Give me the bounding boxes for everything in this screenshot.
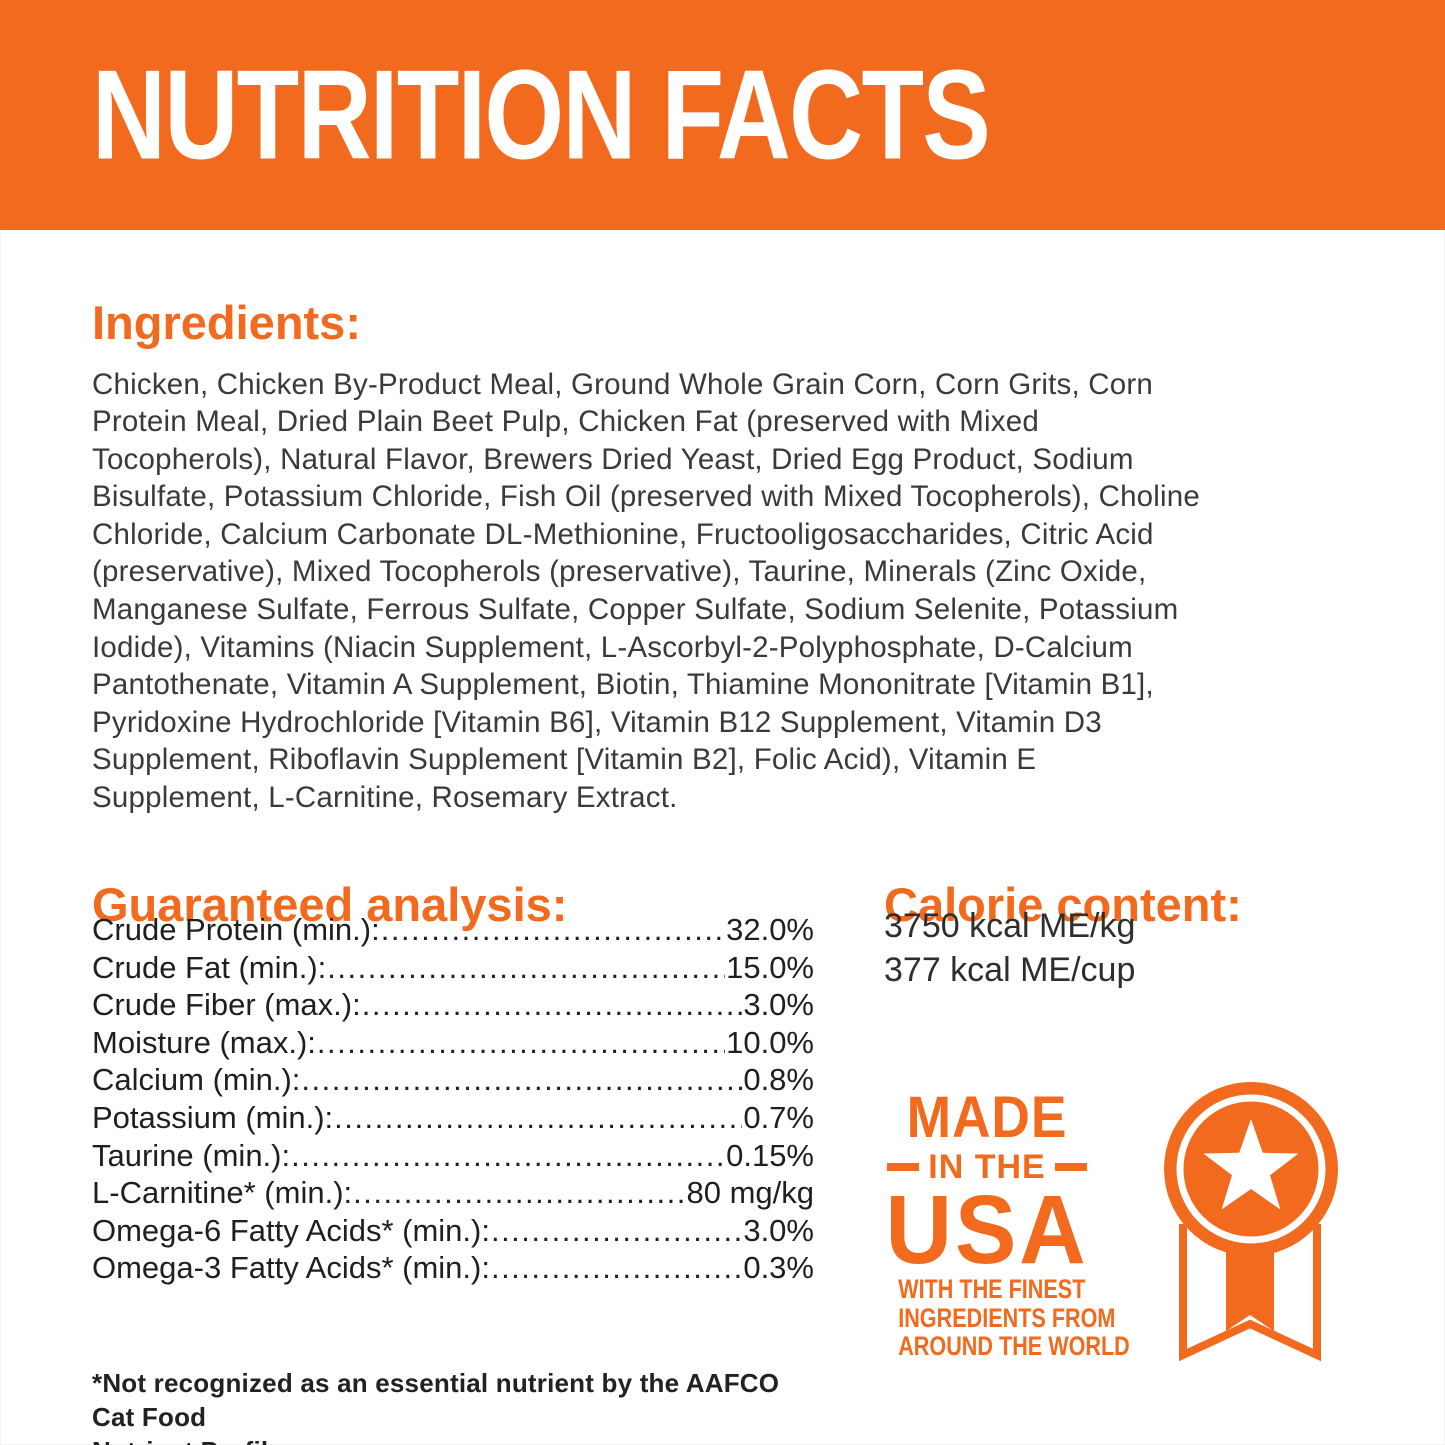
nutrient-value: 10.0% (726, 1024, 814, 1060)
badge-tagline-line3: AROUND THE WORLD (898, 1331, 1130, 1361)
dotted-leader (362, 987, 743, 1023)
table-row: Crude Fat (min.): 15.0% (92, 950, 814, 988)
table-row: L-Carnitine* (min.): 80 mg/kg (92, 1175, 814, 1213)
dotted-leader (327, 950, 725, 986)
dotted-leader (381, 912, 725, 948)
ingredients-heading: Ingredients: (92, 296, 361, 349)
table-row: Taurine (min.): 0.15% (92, 1138, 814, 1176)
page-title: NUTRITION FACTS (92, 44, 991, 186)
nutrient-label: Moisture (max.): (92, 1024, 316, 1060)
nutrient-value: 0.3% (743, 1250, 814, 1286)
badge-tagline-line1: WITH THE FINEST (898, 1274, 1086, 1304)
nutrient-value: 80 mg/kg (686, 1175, 814, 1211)
nutrient-label: Crude Fat (min.): (92, 949, 327, 985)
nutrient-label: Crude Fiber (max.): (92, 987, 361, 1023)
badge-made-text: MADE (906, 1085, 1068, 1150)
dotted-leader (317, 1025, 725, 1061)
dotted-leader (353, 1175, 685, 1211)
nutrient-label: Potassium (min.): (92, 1099, 334, 1135)
table-row: Omega-3 Fatty Acids* (min.): 0.3% (92, 1250, 814, 1288)
nutrient-label: Taurine (min.): (92, 1137, 291, 1173)
nutrient-value: 3.0% (743, 1212, 814, 1248)
badge-tagline-line2: INGREDIENTS FROM (898, 1302, 1116, 1333)
nutrient-label: L-Carnitine* (min.): (92, 1175, 353, 1211)
table-row: Crude Protein (min.): 32.0% (92, 912, 814, 950)
ingredients-text: Chicken, Chicken By-Product Meal, Ground… (92, 367, 1201, 815)
header-banner: NUTRITION FACTS (0, 0, 1445, 230)
dotted-leader (491, 1250, 742, 1286)
nutrient-value: 32.0% (726, 912, 814, 947)
nutrient-value: 0.8% (743, 1062, 814, 1098)
dotted-leader (334, 1100, 742, 1136)
made-in-usa-badge: MADE IN THE USA WITH THE FINEST INGREDIE… (876, 1085, 1130, 1361)
dash-right (1054, 1163, 1087, 1171)
table-row: Moisture (max.): 10.0% (92, 1025, 814, 1063)
nutrient-value: 0.7% (743, 1099, 814, 1135)
dotted-leader (491, 1213, 742, 1249)
award-ribbon-icon (1164, 1082, 1338, 1362)
nutrient-value: 3.0% (743, 987, 814, 1023)
calories-per-kg: 3750 kcal ME/kg (884, 907, 1136, 945)
calorie-content-values: 3750 kcal ME/kg 377 kcal ME/cup (884, 904, 1135, 992)
nutrient-label: Omega-3 Fatty Acids* (min.): (92, 1250, 490, 1286)
guaranteed-analysis-table: Crude Protein (min.): 32.0% Crude Fat (m… (92, 912, 814, 1288)
table-row: Calcium (min.): 0.8% (92, 1062, 814, 1100)
table-row: Omega-6 Fatty Acids* (min.): 3.0% (92, 1213, 814, 1251)
dash-left (887, 1163, 920, 1171)
aafco-footnote: *Not recognized as an essential nutrient… (92, 1368, 780, 1445)
table-row: Potassium (min.): 0.7% (92, 1100, 814, 1138)
nutrient-label: Omega-6 Fatty Acids* (min.): (92, 1212, 490, 1248)
nutrient-value: 0.15% (726, 1137, 814, 1173)
nutrient-label: Crude Protein (min.): (92, 912, 380, 947)
nutrient-value: 15.0% (726, 949, 814, 985)
calorie-content-heading: Calorie content: (884, 878, 1242, 931)
nutrient-label: Calcium (min.): (92, 1062, 301, 1098)
dotted-leader (301, 1062, 742, 1098)
dotted-leader (291, 1138, 725, 1174)
table-row: Crude Fiber (max.): 3.0% (92, 987, 814, 1025)
badge-usa-text: USA (885, 1175, 1089, 1284)
calories-per-cup: 377 kcal ME/cup (884, 951, 1136, 989)
badge-in-the-text: IN THE (876, 1148, 1098, 1186)
